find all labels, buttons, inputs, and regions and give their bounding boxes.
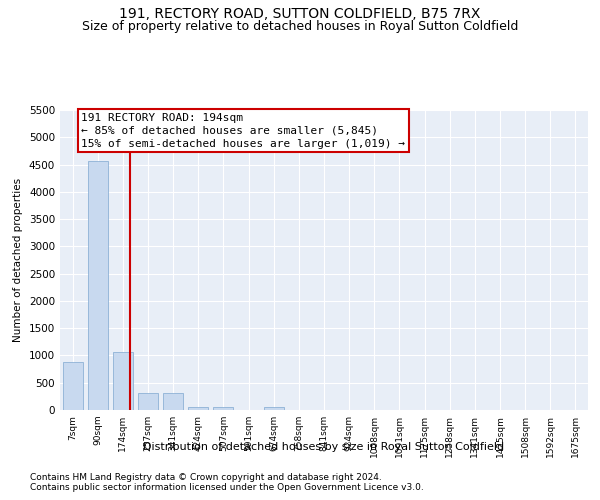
- Text: Size of property relative to detached houses in Royal Sutton Coldfield: Size of property relative to detached ho…: [82, 20, 518, 33]
- Text: 191, RECTORY ROAD, SUTTON COLDFIELD, B75 7RX: 191, RECTORY ROAD, SUTTON COLDFIELD, B75…: [119, 8, 481, 22]
- Bar: [188, 406, 208, 410]
- Bar: [62, 362, 83, 410]
- Bar: [113, 352, 133, 410]
- Text: Contains public sector information licensed under the Open Government Licence v3: Contains public sector information licen…: [30, 484, 424, 492]
- Text: 191 RECTORY ROAD: 194sqm
← 85% of detached houses are smaller (5,845)
15% of sem: 191 RECTORY ROAD: 194sqm ← 85% of detach…: [82, 112, 406, 149]
- Bar: [163, 393, 183, 410]
- Y-axis label: Number of detached properties: Number of detached properties: [13, 178, 23, 342]
- Bar: [138, 393, 158, 410]
- Bar: [88, 162, 108, 410]
- Bar: [214, 406, 233, 410]
- Text: Distribution of detached houses by size in Royal Sutton Coldfield: Distribution of detached houses by size …: [143, 442, 505, 452]
- Text: Contains HM Land Registry data © Crown copyright and database right 2024.: Contains HM Land Registry data © Crown c…: [30, 472, 382, 482]
- Bar: [263, 406, 284, 410]
